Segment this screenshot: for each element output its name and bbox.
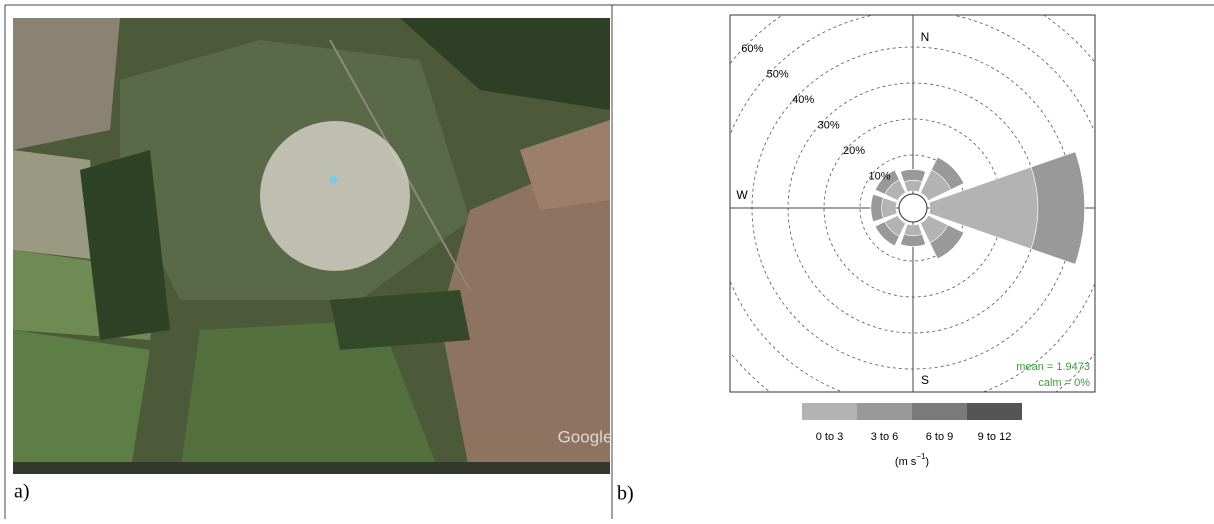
legend-swatch [857, 403, 912, 420]
unit-exponent: −1 [916, 452, 926, 461]
compass-label: N [921, 30, 930, 44]
sector [899, 169, 927, 183]
sector [937, 232, 965, 260]
ring-label: 20% [843, 145, 865, 157]
legend-label: 6 to 9 [926, 431, 954, 443]
legend-label: 0 to 3 [816, 431, 844, 443]
compass-label: W [736, 188, 748, 202]
sector [1075, 151, 1086, 265]
annotation: mean = 1.9473 [1016, 361, 1090, 373]
legend: 0 to 3 3 to 6 6 to 9 9 to 12 [802, 403, 1022, 443]
legend-swatch [967, 403, 1022, 420]
sector [899, 233, 927, 247]
unit-close: ) [925, 456, 929, 468]
panel-label: a) [14, 481, 30, 503]
sector [903, 223, 923, 237]
calm-circle [898, 193, 928, 223]
compass-label: S [921, 373, 929, 387]
legend-label: 9 to 12 [978, 431, 1012, 443]
sector [903, 179, 923, 193]
ring-label: 30% [818, 120, 840, 132]
unit-label: (m s−1) [895, 452, 929, 468]
ring-label: 50% [767, 69, 789, 81]
panel-label: b) [617, 483, 634, 505]
legend-label: 3 to 6 [871, 431, 899, 443]
satellite-image [13, 18, 610, 474]
ring-label: 40% [792, 94, 814, 106]
rose-plot [730, 15, 1095, 392]
sector [870, 194, 874, 222]
ring-label: 60% [741, 43, 763, 55]
legend-swatch [802, 403, 857, 420]
unit-base: (m s [895, 456, 917, 468]
sector [1030, 151, 1086, 265]
annotation: calm = 0% [1038, 377, 1090, 389]
sector [937, 156, 965, 184]
legend-swatch [912, 403, 967, 420]
ring-label: 10% [869, 170, 891, 182]
map-watermark: Google [558, 427, 613, 446]
sector [870, 193, 884, 223]
